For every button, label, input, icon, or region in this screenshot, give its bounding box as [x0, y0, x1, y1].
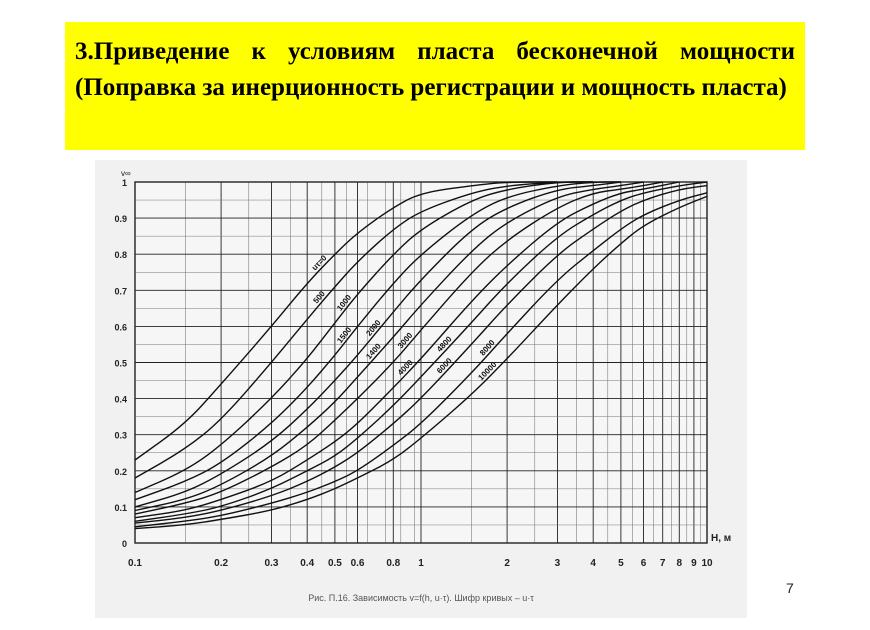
series-line	[134, 181, 594, 479]
series-line	[134, 181, 663, 515]
x-tick-label: 1	[418, 558, 424, 569]
x-tick-label: 8	[677, 558, 683, 569]
y-tick-label: 1	[122, 178, 127, 188]
series-line	[134, 181, 594, 494]
y-tick-label: 0.9	[114, 214, 127, 224]
y-tick-label: 0.6	[114, 322, 127, 332]
x-tick-label: 0.5	[328, 558, 342, 569]
x-tick-label: 6	[641, 558, 647, 569]
x-tick-label: 0.6	[351, 558, 365, 569]
series-line	[134, 192, 708, 528]
x-tick-label: 0.3	[265, 558, 279, 569]
y-tick-label: 0.8	[114, 250, 127, 260]
chart-svg: 0.1 0.2 0.3 0.4 0.5 0.6 0.8 1 2 3 4 5 6 7 8 9 1000.10.20…	[114, 169, 731, 603]
x-axis-label: H, м	[711, 533, 731, 544]
y-tick-label: 0	[122, 539, 127, 549]
series-line	[134, 181, 621, 501]
x-tick-label: 0.4	[300, 558, 314, 569]
chart-scan: 0.1 0.2 0.3 0.4 0.5 0.6 0.8 1 2 3 4 5 6 7 8 9 10 0 0.1 0.2 0…	[95, 160, 747, 618]
slide-title-box: 3.Приведение к условиям пласта бесконечн…	[65, 22, 805, 150]
y-tick-label: 0.4	[114, 395, 127, 405]
chart-caption: Рис. П.16. Зависимость v=f(h, u·τ). Шифр…	[308, 593, 534, 603]
slide-title: 3.Приведение к условиям пласта бесконечн…	[75, 38, 795, 101]
series-line	[134, 181, 621, 508]
x-tick-label: 3	[555, 558, 561, 569]
x-tick-label: 4	[590, 558, 596, 569]
series-line	[134, 181, 558, 461]
y-tick-label: 0.3	[114, 431, 127, 441]
x-tick-label: 0.1	[128, 558, 142, 569]
series-line	[134, 181, 644, 512]
series-line	[134, 184, 708, 524]
y-tick-label: 0.1	[114, 503, 127, 513]
y-axis-label: v∞	[121, 169, 131, 178]
x-tick-label: 5	[618, 558, 624, 569]
x-tick-label: 0.2	[214, 558, 228, 569]
x-tick-label: 10	[701, 558, 713, 569]
y-tick-label: 0.7	[114, 286, 127, 296]
series-line	[134, 181, 680, 519]
x-tick-label: 2	[504, 558, 510, 569]
series-line	[134, 181, 708, 522]
series-line	[134, 195, 708, 530]
x-tick-label: 7	[660, 558, 666, 569]
x-tick-label: 0.8	[386, 558, 400, 569]
page-number: 7	[786, 580, 794, 596]
x-tick-label: 9	[691, 558, 697, 569]
y-tick-label: 0.5	[114, 359, 127, 369]
y-tick-label: 0.2	[114, 467, 127, 477]
